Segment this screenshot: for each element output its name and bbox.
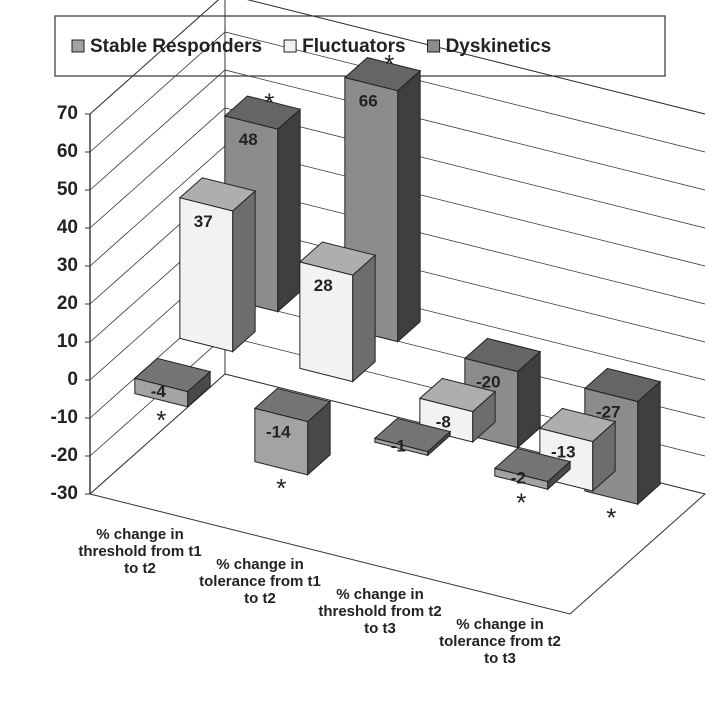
- legend-label: Fluctuators: [302, 36, 405, 57]
- bar-side: [637, 380, 661, 506]
- bar-front: [254, 407, 309, 476]
- y-tick-label: 50: [57, 179, 78, 200]
- annotation: *: [606, 502, 616, 532]
- grid-line: [89, 0, 706, 115]
- annotation: *: [156, 405, 166, 435]
- y-tick-label: 30: [57, 255, 78, 276]
- y-tick-label: 70: [57, 103, 78, 124]
- y-tick-label: 10: [57, 331, 78, 352]
- y-tick-label: 40: [57, 217, 78, 238]
- value-label: 66: [359, 92, 378, 111]
- y-tick-label: -30: [51, 483, 78, 504]
- legend-swatch: [283, 39, 297, 53]
- y-tick-label: -20: [51, 445, 78, 466]
- grid-line: [89, 31, 706, 153]
- legend-swatch: [71, 39, 85, 53]
- bar-front: [179, 197, 234, 353]
- annotation: *: [264, 87, 274, 117]
- bar: [298, 241, 377, 383]
- x-tick-label: % change in tolerance from t2 to t3: [439, 616, 561, 667]
- value-label: 48: [239, 130, 258, 149]
- x-tick-label: % change in threshold from t2 to t3: [318, 586, 441, 637]
- y-tick-label: 0: [67, 369, 78, 390]
- bar-side: [397, 69, 421, 343]
- bar-front: [494, 467, 549, 490]
- value-label: -4: [151, 382, 167, 401]
- value-label: -14: [266, 422, 291, 441]
- value-label: 28: [314, 276, 333, 295]
- x-tick-label: % change in tolerance from t1 to t2: [199, 556, 321, 607]
- value-label: -13: [551, 442, 576, 461]
- bar-front: [374, 437, 429, 457]
- annotation: *: [384, 49, 394, 79]
- grid-line: [89, 107, 706, 229]
- value-label: -27: [596, 402, 621, 421]
- bar-front: [299, 261, 354, 383]
- grid-line: [89, 69, 706, 191]
- bar: [178, 177, 257, 353]
- bar: [253, 387, 332, 476]
- annotation: *: [516, 487, 526, 517]
- bar-side: [352, 254, 376, 383]
- bar: [133, 357, 212, 408]
- value-label: -8: [436, 412, 451, 431]
- legend-swatch: [427, 39, 441, 53]
- legend-label: Dyskinetics: [446, 36, 552, 57]
- annotation: *: [276, 473, 286, 503]
- value-label: -20: [476, 372, 501, 391]
- bar-side: [232, 189, 256, 353]
- legend-label: Stable Responders: [90, 36, 262, 57]
- value-label: -1: [391, 436, 406, 455]
- bar: [493, 447, 572, 491]
- value-label: -2: [511, 468, 526, 487]
- bar-front: [134, 377, 189, 408]
- bar: [373, 417, 452, 457]
- y-tick-label: 60: [57, 141, 78, 162]
- y-tick-label: 20: [57, 293, 78, 314]
- value-label: 37: [194, 212, 213, 231]
- x-tick-label: % change in threshold from t1 to t2: [78, 526, 201, 577]
- y-tick-label: -10: [51, 407, 78, 428]
- bar-side: [277, 108, 301, 313]
